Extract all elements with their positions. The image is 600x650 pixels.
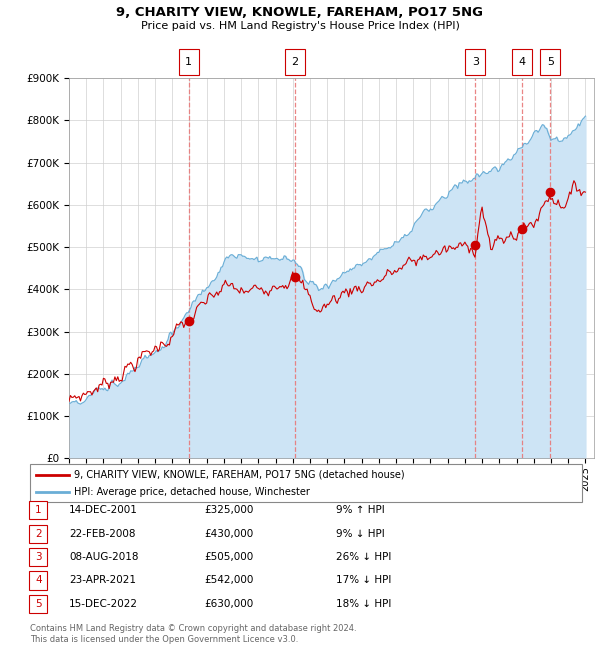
Text: 4: 4 xyxy=(35,575,42,586)
Text: 2: 2 xyxy=(292,57,299,68)
Text: £630,000: £630,000 xyxy=(204,599,253,609)
Text: 9% ↓ HPI: 9% ↓ HPI xyxy=(336,528,385,539)
Text: 22-FEB-2008: 22-FEB-2008 xyxy=(69,528,136,539)
Text: 26% ↓ HPI: 26% ↓ HPI xyxy=(336,552,391,562)
Text: £430,000: £430,000 xyxy=(204,528,253,539)
Text: 18% ↓ HPI: 18% ↓ HPI xyxy=(336,599,391,609)
Text: 9, CHARITY VIEW, KNOWLE, FAREHAM, PO17 5NG (detached house): 9, CHARITY VIEW, KNOWLE, FAREHAM, PO17 5… xyxy=(74,470,405,480)
Text: 3: 3 xyxy=(35,552,42,562)
Text: 2: 2 xyxy=(35,528,42,539)
Text: 15-DEC-2022: 15-DEC-2022 xyxy=(69,599,138,609)
Text: £505,000: £505,000 xyxy=(204,552,253,562)
Text: 1: 1 xyxy=(35,505,42,515)
Text: 23-APR-2021: 23-APR-2021 xyxy=(69,575,136,586)
Text: 3: 3 xyxy=(472,57,479,68)
Text: 1: 1 xyxy=(185,57,193,68)
Text: Price paid vs. HM Land Registry's House Price Index (HPI): Price paid vs. HM Land Registry's House … xyxy=(140,21,460,31)
Text: 17% ↓ HPI: 17% ↓ HPI xyxy=(336,575,391,586)
Text: HPI: Average price, detached house, Winchester: HPI: Average price, detached house, Winc… xyxy=(74,488,310,497)
Text: 4: 4 xyxy=(518,57,526,68)
Text: 5: 5 xyxy=(547,57,554,68)
Text: £325,000: £325,000 xyxy=(204,505,253,515)
Text: 9, CHARITY VIEW, KNOWLE, FAREHAM, PO17 5NG: 9, CHARITY VIEW, KNOWLE, FAREHAM, PO17 5… xyxy=(116,6,484,20)
Text: 9% ↑ HPI: 9% ↑ HPI xyxy=(336,505,385,515)
Text: 5: 5 xyxy=(35,599,42,609)
Text: Contains HM Land Registry data © Crown copyright and database right 2024.
This d: Contains HM Land Registry data © Crown c… xyxy=(30,624,356,644)
Text: £542,000: £542,000 xyxy=(204,575,253,586)
Text: 14-DEC-2001: 14-DEC-2001 xyxy=(69,505,138,515)
Text: 08-AUG-2018: 08-AUG-2018 xyxy=(69,552,139,562)
